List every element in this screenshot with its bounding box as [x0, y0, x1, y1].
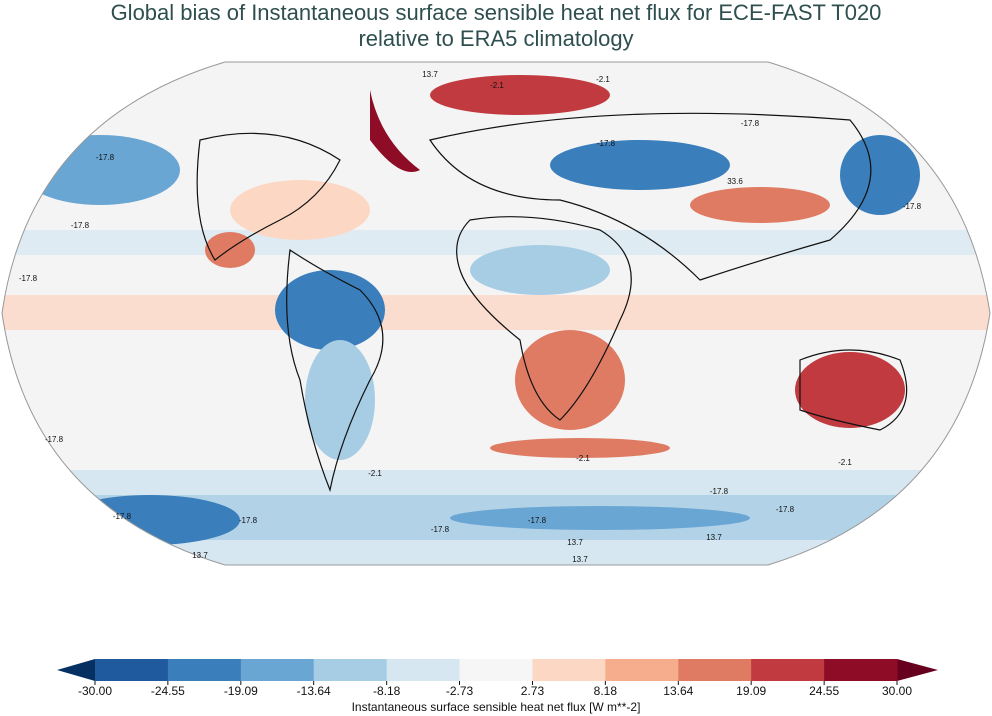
contour-label: -17.8 — [710, 487, 729, 496]
colorbar-bin — [751, 659, 825, 681]
contour-label: 13.7 — [572, 555, 588, 564]
contour-label: -17.8 — [776, 505, 795, 514]
title-line: relative to ERA5 climatology — [358, 26, 633, 51]
colorbar-tick-label: -24.55 — [151, 684, 185, 698]
colorbar-tick-label: 8.18 — [594, 684, 618, 698]
colorbar-bin — [386, 659, 461, 681]
contour-label: -2.1 — [576, 454, 590, 463]
contour-label: -17.8 — [431, 525, 450, 534]
contour-label: 13.7 — [192, 551, 208, 560]
colorbar-tick-label: -30.00 — [78, 684, 112, 698]
contour-label: -2.1 — [838, 458, 852, 467]
colorbar-bin — [313, 659, 388, 681]
colorbar-tick-label: 24.55 — [809, 684, 839, 698]
contour-label: -17.8 — [597, 139, 616, 148]
title-line: Global bias of Instantaneous surface sen… — [111, 0, 882, 25]
colorbar-bin — [95, 659, 169, 681]
colorbar-bin — [824, 659, 898, 681]
contour-label: -2.1 — [368, 469, 382, 478]
contour-label: -17.8 — [741, 119, 760, 128]
contour-label: -17.8 — [19, 274, 38, 283]
colorbar: -30.00 -24.55 -19.09 -13.64 -8.18 -2.73 2.73 8.… — [57, 659, 938, 698]
colorbar-bin — [605, 659, 679, 681]
contour-label: -2.1 — [490, 81, 504, 90]
coastlines — [196, 112, 908, 493]
colorbar-tick-label: -19.09 — [224, 684, 258, 698]
contour-label: -17.8 — [71, 221, 90, 230]
contour-label: -17.8 — [528, 516, 547, 525]
colorbar-tick-label: -13.64 — [297, 684, 331, 698]
colorbar-label: Instantaneous surface sensible heat net … — [352, 700, 641, 714]
colorbar-tick-label: -2.73 — [446, 684, 474, 698]
colorbar-bin — [532, 659, 606, 681]
contour-label: -17.8 — [45, 435, 64, 444]
colorbar-extend-low — [57, 659, 95, 681]
contour-label: 13.7 — [567, 538, 583, 547]
contour-label: 13.7 — [422, 70, 438, 79]
colorbar-bin — [678, 659, 752, 681]
contour-label: -17.8 — [239, 516, 258, 525]
colorbar-bin — [459, 659, 533, 681]
colorbar-bin — [167, 659, 242, 681]
map-field — [2, 62, 990, 565]
colorbar-tick-label: 13.64 — [663, 684, 693, 698]
colorbar-bin — [240, 659, 315, 681]
colorbar-tick-label: 2.73 — [521, 684, 545, 698]
map-frame — [1, 61, 991, 566]
colorbar-tick-label: -8.18 — [373, 684, 401, 698]
contour-label: -17.8 — [96, 153, 115, 162]
contour-label: -2.1 — [596, 75, 610, 84]
colorbar-tick-label: 30.00 — [882, 684, 912, 698]
colorbar-tick-label: 19.09 — [736, 684, 766, 698]
contour-label: -17.8 — [113, 512, 132, 521]
contour-label: 13.7 — [706, 533, 722, 542]
colorbar-extend-high — [897, 659, 938, 681]
contour-label: -17.8 — [903, 202, 922, 211]
contour-label: 33.6 — [727, 177, 743, 186]
